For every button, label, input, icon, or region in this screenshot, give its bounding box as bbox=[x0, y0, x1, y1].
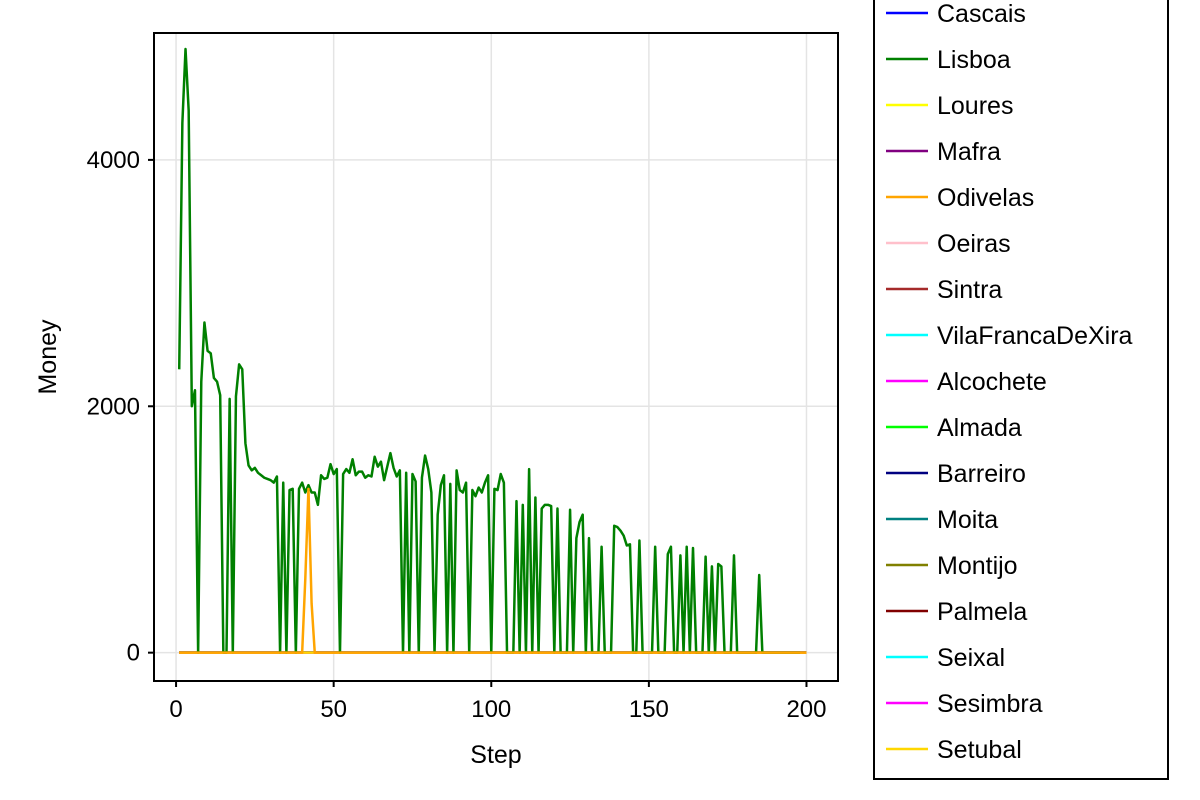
series-layer bbox=[177, 47, 807, 654]
legend-label: VilaFrancaDeXira bbox=[937, 322, 1133, 350]
legend-item-moita: Moita bbox=[886, 506, 998, 534]
legend-item-sintra: Sintra bbox=[886, 276, 1002, 304]
x-tick-label: 150 bbox=[629, 696, 669, 723]
series-line-odivelas bbox=[179, 487, 807, 654]
y-tick-label: 0 bbox=[127, 640, 140, 667]
legend-item-seixal: Seixal bbox=[886, 644, 1005, 672]
legend-item-barreiro: Barreiro bbox=[886, 460, 1026, 488]
legend-label: Odivelas bbox=[937, 184, 1034, 212]
y-tick-label: 4000 bbox=[87, 147, 140, 174]
legend-label: Cascais bbox=[937, 0, 1026, 28]
x-tick-label: 0 bbox=[169, 696, 182, 723]
legend-item-lisboa: Lisboa bbox=[886, 46, 1011, 74]
legend-item-almada: Almada bbox=[886, 414, 1022, 442]
legend: Cascais Lisboa Loures Mafra Odivelas Oeiras Si… bbox=[873, 0, 1169, 780]
legend-item-palmela: Palmela bbox=[886, 598, 1027, 626]
y-axis-title: Money bbox=[34, 319, 62, 395]
legend-item-sesimbra: Sesimbra bbox=[886, 690, 1043, 718]
legend-frame bbox=[873, 0, 1169, 780]
legend-label: Loures bbox=[937, 92, 1013, 120]
legend-label: Barreiro bbox=[937, 460, 1026, 488]
legend-label: Moita bbox=[937, 506, 998, 534]
legend-item-odivelas: Odivelas bbox=[886, 184, 1034, 212]
legend-item-mafra: Mafra bbox=[886, 138, 1001, 166]
x-axis-title: Step bbox=[470, 741, 521, 769]
legend-label: Lisboa bbox=[937, 46, 1011, 74]
x-tick-label: 200 bbox=[786, 696, 826, 723]
legend-label: Palmela bbox=[937, 598, 1027, 626]
legend-label: Sesimbra bbox=[937, 690, 1043, 718]
legend-label: Alcochete bbox=[937, 368, 1047, 396]
legend-label: Seixal bbox=[937, 644, 1005, 672]
x-tick-label: 100 bbox=[471, 696, 511, 723]
legend-label: Setubal bbox=[937, 736, 1022, 764]
legend-label: Mafra bbox=[937, 138, 1001, 166]
legend-label: Montijo bbox=[937, 552, 1018, 580]
legend-item-vilafrancadexira: VilaFrancaDeXira bbox=[886, 322, 1133, 350]
legend-item-setubal: Setubal bbox=[886, 736, 1022, 764]
legend-item-oeiras: Oeiras bbox=[886, 230, 1011, 258]
legend-item-montijo: Montijo bbox=[886, 552, 1018, 580]
legend-item-loures: Loures bbox=[886, 92, 1013, 120]
legend-label: Sintra bbox=[937, 276, 1002, 304]
y-tick-label: 2000 bbox=[87, 393, 140, 420]
legend-item-alcochete: Alcochete bbox=[886, 368, 1047, 396]
x-tick-label: 50 bbox=[320, 696, 347, 723]
legend-label: Almada bbox=[937, 414, 1022, 442]
legend-label: Oeiras bbox=[937, 230, 1011, 258]
legend-item-cascais: Cascais bbox=[886, 0, 1026, 28]
series-line-lisboa bbox=[177, 47, 801, 654]
plot-frame bbox=[153, 32, 839, 682]
